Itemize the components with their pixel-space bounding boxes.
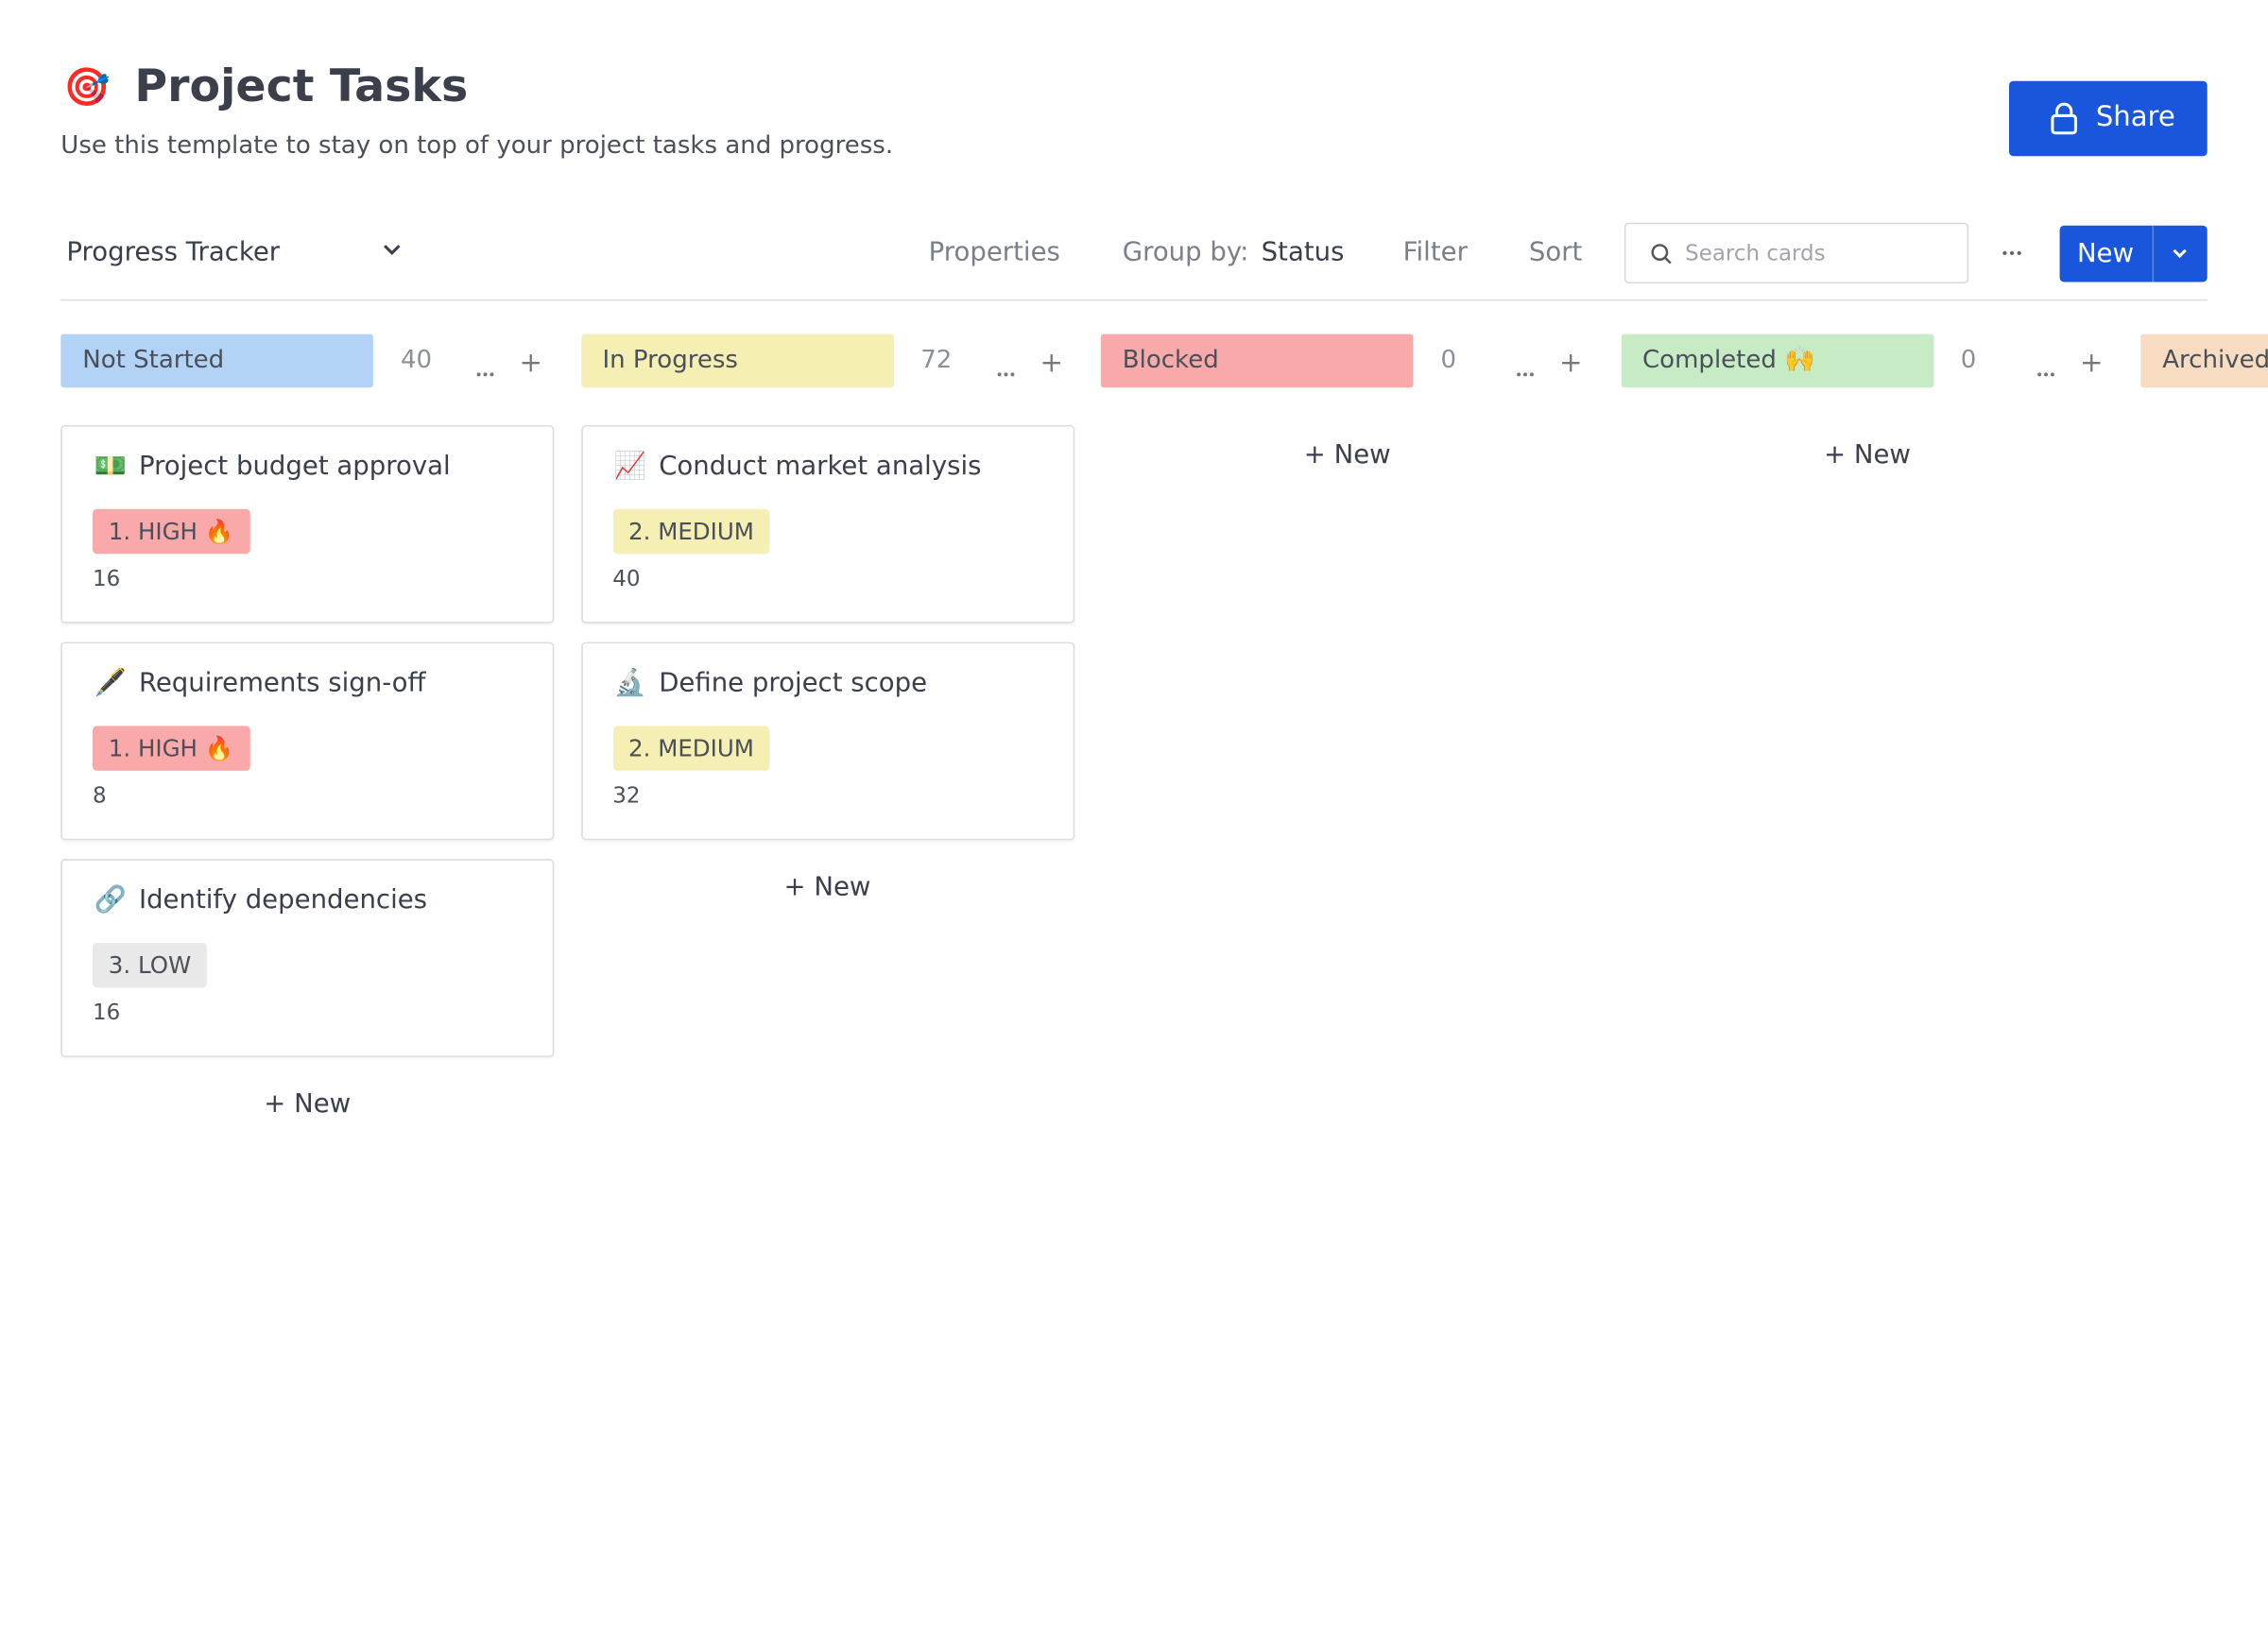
properties-button[interactable]: Properties bbox=[928, 237, 1060, 268]
card-number: 16 bbox=[92, 565, 121, 592]
search-placeholder: Search cards bbox=[1685, 240, 1826, 266]
column-add[interactable] bbox=[1561, 351, 1581, 379]
new-dropdown[interactable] bbox=[2171, 248, 2188, 261]
new-button[interactable]: New bbox=[2059, 225, 2208, 282]
priority-tag: 2. MEDIUM bbox=[612, 726, 770, 771]
column-header[interactable]: Blocked bbox=[1100, 334, 1414, 388]
column-more-glyph bbox=[2036, 372, 2054, 377]
column-name: Completed 🙌 bbox=[1641, 345, 1815, 375]
share-label: Share bbox=[2095, 101, 2175, 133]
column-more[interactable] bbox=[996, 357, 1016, 385]
card-number: 40 bbox=[612, 565, 641, 592]
card-title: Requirements sign-off bbox=[138, 668, 426, 699]
column-name: Archived bbox=[2162, 345, 2268, 375]
column-count: 72 bbox=[920, 345, 953, 375]
chevron-down[interactable] bbox=[382, 243, 402, 257]
column-more[interactable] bbox=[476, 357, 496, 385]
button-divider bbox=[2152, 225, 2155, 282]
add-card-button[interactable]: + New bbox=[1303, 439, 1391, 470]
priority-tag: 1. HIGH 🔥 bbox=[92, 726, 250, 771]
add-card-button[interactable]: + New bbox=[783, 871, 871, 903]
card-icon: 🔗 bbox=[94, 884, 127, 915]
card-title: Conduct market analysis bbox=[659, 451, 982, 482]
page-icon: 🎯 bbox=[63, 66, 111, 111]
page-title: Project Tasks bbox=[134, 60, 469, 113]
priority-tag: 1. HIGH 🔥 bbox=[92, 508, 250, 555]
add-card-button[interactable]: + New bbox=[1824, 439, 1911, 470]
group-by-value[interactable]: Status bbox=[1261, 237, 1345, 268]
view-selector[interactable]: Progress Tracker bbox=[66, 237, 281, 268]
column-more[interactable] bbox=[1516, 357, 1536, 385]
column-header[interactable]: Completed 🙌 bbox=[1621, 334, 1933, 388]
column-add[interactable] bbox=[1040, 351, 1060, 379]
card-title: Define project scope bbox=[659, 668, 928, 699]
priority-tag: 3. LOW bbox=[92, 942, 208, 988]
toolbar-divider bbox=[60, 299, 2208, 301]
column-count: 0 bbox=[1440, 345, 1457, 375]
share-button[interactable]: Share bbox=[2009, 80, 2208, 157]
column-header[interactable]: In Progress bbox=[580, 334, 894, 388]
add-card-button[interactable]: + New bbox=[264, 1088, 352, 1120]
priority-tag: 2. MEDIUM bbox=[612, 508, 770, 555]
filter-button[interactable]: Filter bbox=[1402, 237, 1468, 268]
new-label: New bbox=[2076, 238, 2135, 269]
card-icon: 🔬 bbox=[613, 668, 647, 699]
column-add-glyph bbox=[1562, 353, 1580, 372]
column-count: 40 bbox=[400, 345, 433, 375]
card-number: 32 bbox=[612, 782, 641, 809]
column-more[interactable] bbox=[2036, 357, 2055, 385]
column-more-glyph bbox=[996, 372, 1014, 377]
lock-icon bbox=[2051, 102, 2077, 135]
group-by-label[interactable]: Group by: bbox=[1122, 237, 1249, 268]
column-name: Blocked bbox=[1122, 345, 1219, 375]
search-box[interactable]: Search cards bbox=[1624, 222, 1969, 283]
column-name: Not Started bbox=[82, 345, 225, 375]
column-add-glyph bbox=[2082, 353, 2100, 372]
search-icon bbox=[1651, 244, 1672, 265]
column-add[interactable] bbox=[2081, 351, 2101, 379]
card-icon: 📈 bbox=[613, 451, 647, 482]
card-number: 8 bbox=[92, 782, 107, 809]
task-card[interactable]: 💵 Project budget approval 1. HIGH 🔥 16 bbox=[60, 424, 555, 624]
card-title: Project budget approval bbox=[138, 451, 451, 482]
column-name: In Progress bbox=[602, 345, 738, 375]
card-icon: 💵 bbox=[94, 451, 127, 482]
task-card[interactable]: 🖋️ Requirements sign-off 1. HIGH 🔥 8 bbox=[60, 641, 555, 841]
sort-button[interactable]: Sort bbox=[1528, 237, 1583, 268]
page-subtitle: Use this template to stay on top of your… bbox=[60, 131, 894, 161]
card-number: 16 bbox=[92, 999, 121, 1026]
task-card[interactable]: 📈 Conduct market analysis 2. MEDIUM 40 bbox=[580, 424, 1074, 624]
card-icon: 🖋️ bbox=[94, 668, 127, 699]
column-add-glyph bbox=[522, 353, 540, 372]
column-header[interactable]: Archived bbox=[2140, 334, 2268, 388]
column-more-glyph bbox=[1517, 372, 1534, 377]
card-title: Identify dependencies bbox=[138, 884, 428, 915]
column-count: 0 bbox=[1960, 345, 1977, 375]
more-button[interactable] bbox=[2001, 248, 2023, 257]
column-add[interactable] bbox=[521, 351, 541, 379]
task-card[interactable]: 🔬 Define project scope 2. MEDIUM 32 bbox=[580, 641, 1074, 841]
column-more-glyph bbox=[476, 372, 494, 377]
column-add-glyph bbox=[1041, 353, 1060, 372]
column-header[interactable]: Not Started bbox=[60, 334, 373, 388]
task-card[interactable]: 🔗 Identify dependencies 3. LOW 16 bbox=[60, 859, 555, 1057]
